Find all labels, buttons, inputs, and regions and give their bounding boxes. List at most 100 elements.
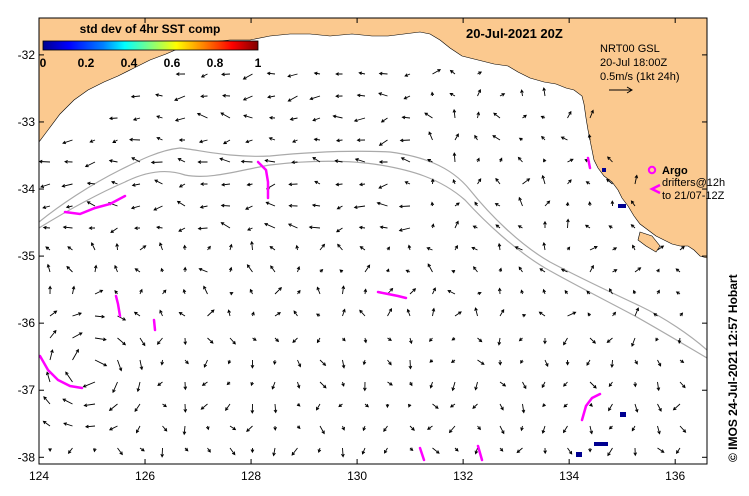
sst-patches (576, 168, 626, 457)
current-arrow (677, 337, 682, 344)
current-arrow (450, 359, 456, 363)
current-arrow (608, 425, 613, 430)
current-arrow (424, 112, 433, 119)
current-arrow (42, 205, 51, 210)
current-arrow (427, 263, 433, 273)
current-arrow (45, 246, 51, 251)
current-arrow (407, 244, 412, 251)
current-arrow (560, 136, 568, 141)
current-arrow (251, 311, 255, 317)
current-arrow (247, 227, 253, 231)
current-arrow (49, 349, 54, 361)
current-arrow (273, 425, 277, 431)
current-arrow (136, 381, 141, 393)
current-arrow (250, 359, 255, 369)
current-arrow (566, 218, 570, 229)
current-arrow (567, 447, 573, 455)
current-arrow (608, 403, 613, 412)
current-arrow (563, 403, 568, 408)
current-arrow (84, 161, 96, 168)
current-arrow (492, 135, 501, 141)
current-arrow (131, 157, 141, 163)
current-arrow (634, 267, 642, 273)
drifter-track (476, 444, 484, 462)
current-arrow (653, 313, 658, 317)
current-arrow (476, 111, 481, 119)
current-arrow (288, 203, 298, 208)
current-arrow (657, 359, 662, 367)
current-arrow (177, 158, 186, 163)
current-arrow (62, 398, 73, 405)
current-arrow (543, 337, 547, 345)
current-arrow (289, 117, 298, 121)
current-arrow (656, 268, 660, 273)
current-arrow (432, 403, 439, 409)
current-arrow (409, 447, 414, 452)
current-arrow (362, 359, 367, 366)
date-title: 20-Jul-2021 20Z (466, 26, 563, 41)
current-arrow (584, 224, 591, 229)
current-arrow (264, 222, 276, 229)
drifter-track (256, 160, 270, 200)
current-arrow (520, 359, 524, 364)
current-arrow (292, 139, 298, 143)
current-arrow (200, 403, 208, 410)
current-arrow (246, 182, 253, 187)
current-arrow (454, 447, 459, 452)
current-arrow (634, 174, 639, 185)
current-arrow (353, 117, 366, 123)
current-arrow (380, 117, 388, 123)
current-arrow (341, 381, 345, 387)
current-arrow (589, 246, 598, 251)
current-arrow (94, 359, 108, 367)
current-arrow (567, 158, 574, 163)
current-arrow (108, 403, 118, 412)
current-arrow (428, 337, 433, 342)
drifter-tracks (39, 156, 602, 462)
current-arrow (182, 244, 187, 251)
y-tick-label: -33 (18, 115, 36, 129)
current-arrow (449, 69, 456, 75)
current-arrow (229, 243, 233, 251)
current-arrow (679, 245, 685, 251)
current-arrow (363, 381, 367, 392)
current-arrow (679, 381, 686, 389)
current-arrow (227, 359, 232, 365)
current-arrow (499, 157, 503, 163)
current-arrow (246, 425, 253, 433)
current-arrow (494, 203, 501, 207)
drifter-track (39, 354, 84, 390)
current-arrow (250, 381, 254, 387)
current-arrow (319, 425, 325, 435)
drifter-legend: Argo drifters@12h to 21/07-12Z (647, 165, 725, 202)
current-arrow (518, 337, 523, 342)
current-arrow (405, 269, 411, 273)
current-arrow (132, 117, 141, 121)
current-arrow (567, 110, 572, 119)
current-arrow (250, 447, 255, 454)
current-arrow (131, 183, 141, 187)
current-arrow (199, 205, 208, 209)
current-arrow (88, 226, 96, 230)
product-time: 20-Jul 18:00Z (600, 57, 668, 69)
current-arrow (452, 179, 456, 185)
current-arrow (139, 245, 147, 251)
colorbar-tick-label: 1 (255, 56, 262, 70)
y-tick-label: -36 (18, 316, 36, 330)
current-arrow (67, 447, 73, 454)
current-arrow (378, 92, 388, 97)
current-arrow (245, 139, 253, 144)
current-arrow (84, 424, 96, 429)
current-arrow (291, 447, 298, 456)
current-arrow (184, 447, 189, 452)
current-arrow (539, 268, 546, 273)
current-arrow (227, 309, 231, 317)
current-arrow (385, 403, 390, 409)
current-arrow (134, 226, 141, 230)
current-arrow (316, 403, 321, 411)
current-arrow (608, 225, 613, 229)
current-arrow (117, 315, 127, 321)
current-arrow (499, 381, 507, 387)
current-arrow (386, 268, 390, 273)
current-arrow (428, 131, 433, 141)
